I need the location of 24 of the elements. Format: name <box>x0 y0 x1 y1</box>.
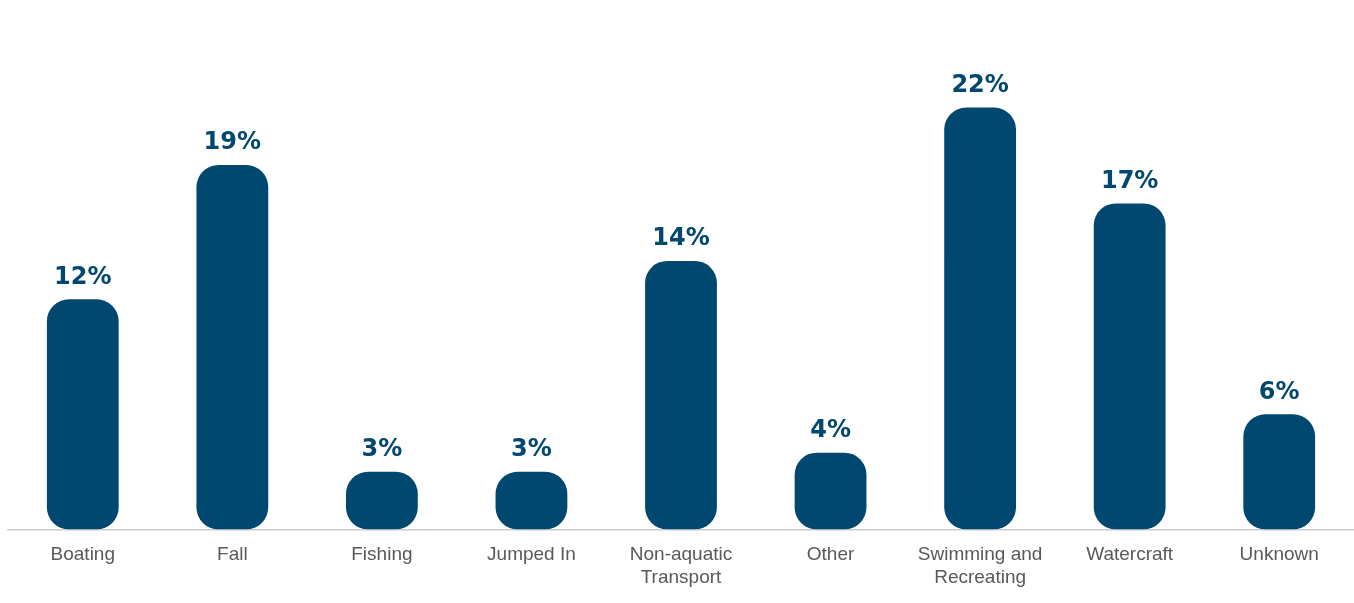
data-label: 17% <box>1100 165 1159 194</box>
x-tick-label: Watercraft <box>1086 543 1174 565</box>
data-label: 6% <box>1258 376 1300 405</box>
x-tick-label: Fishing <box>351 543 413 565</box>
data-label: 19% <box>203 127 262 156</box>
data-label: 12% <box>54 261 112 290</box>
x-tick-label: Non-aquatic Transport <box>629 543 733 587</box>
data-label: 22% <box>951 69 1009 98</box>
bar <box>196 165 269 530</box>
data-label: 3% <box>361 434 403 463</box>
bar <box>1093 203 1166 530</box>
x-tick-label: Fall <box>217 543 248 565</box>
x-tick-label: Jumped In <box>487 543 576 565</box>
x-tick-label: Swimming and Recreating <box>917 543 1043 587</box>
data-label: 14% <box>652 223 710 252</box>
x-tick-label: Boating <box>50 543 115 565</box>
x-tick-label: Unknown <box>1239 543 1319 565</box>
data-label: 4% <box>810 414 851 443</box>
bar <box>1243 414 1316 530</box>
bar <box>46 299 119 530</box>
bar <box>645 260 717 530</box>
x-tick-label: Other <box>806 543 855 565</box>
data-label: 3% <box>511 434 552 463</box>
bar <box>944 107 1016 530</box>
